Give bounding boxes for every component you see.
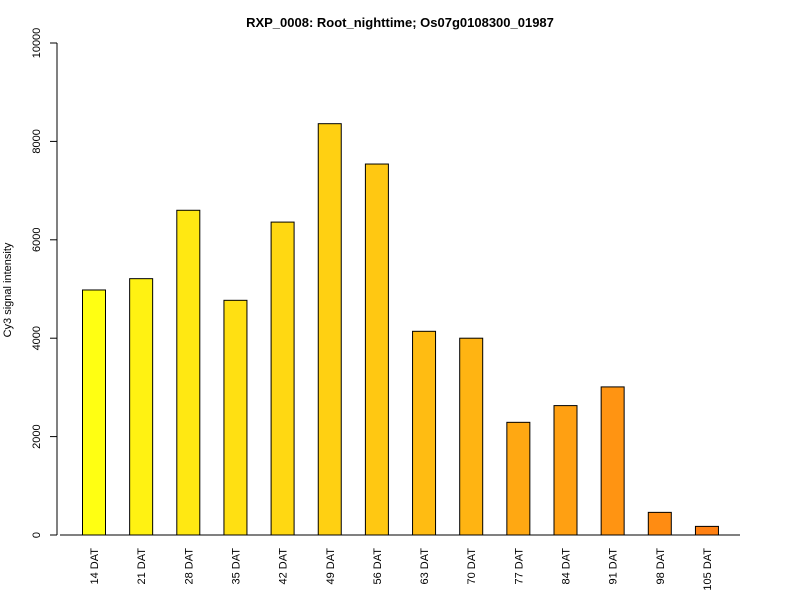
- x-tick-label: 70 DAT: [466, 548, 478, 585]
- bar: [223, 299, 248, 536]
- x-tick-label: 77 DAT: [513, 548, 525, 585]
- x-tick-label: 84 DAT: [561, 548, 573, 585]
- y-axis: 0 2000 4000 6000 8000 10000: [31, 28, 58, 538]
- x-axis: 14 DAT 21 DAT 28 DAT 35 DAT 42 DAT 49 DAT 56 D…: [60, 534, 740, 591]
- bar: [412, 330, 437, 536]
- chart-title: RXP_0008: Root_nighttime; Os07g0108300_0…: [246, 15, 554, 30]
- bar: [129, 278, 154, 536]
- bar: [553, 405, 578, 536]
- x-tick-label: 28 DAT: [183, 548, 195, 585]
- x-tick-label: 14 DAT: [89, 548, 101, 585]
- x-tick-label: 49 DAT: [325, 548, 337, 585]
- bar: [270, 221, 295, 536]
- bar: [82, 289, 106, 536]
- bar: [317, 123, 342, 536]
- x-tick-label: 98 DAT: [655, 548, 667, 585]
- y-tick-label: 2000: [31, 424, 43, 448]
- x-tick-label: 21 DAT: [136, 548, 148, 585]
- y-tick-label: 10000: [31, 28, 43, 59]
- x-tick-label: 42 DAT: [278, 548, 290, 585]
- x-tick-label: 91 DAT: [608, 548, 620, 585]
- y-tick-label: 4000: [31, 326, 43, 350]
- bar: [176, 209, 201, 536]
- x-tick-label: 63 DAT: [419, 548, 431, 585]
- x-tick-label: 35 DAT: [230, 548, 242, 585]
- bar: [364, 163, 389, 536]
- x-tick-label: 56 DAT: [372, 548, 384, 585]
- bar: [459, 337, 484, 536]
- bar: [694, 525, 719, 536]
- bar: [647, 511, 672, 536]
- x-tick-label: 105 DAT: [702, 548, 714, 591]
- bar: [506, 421, 531, 536]
- y-tick-label: 8000: [31, 129, 43, 153]
- y-axis-label: Cy3 signal intensity: [2, 242, 14, 337]
- y-tick-label: 0: [31, 532, 43, 538]
- bar: [600, 386, 625, 536]
- bars-group: [82, 123, 719, 536]
- y-tick-label: 6000: [31, 228, 43, 252]
